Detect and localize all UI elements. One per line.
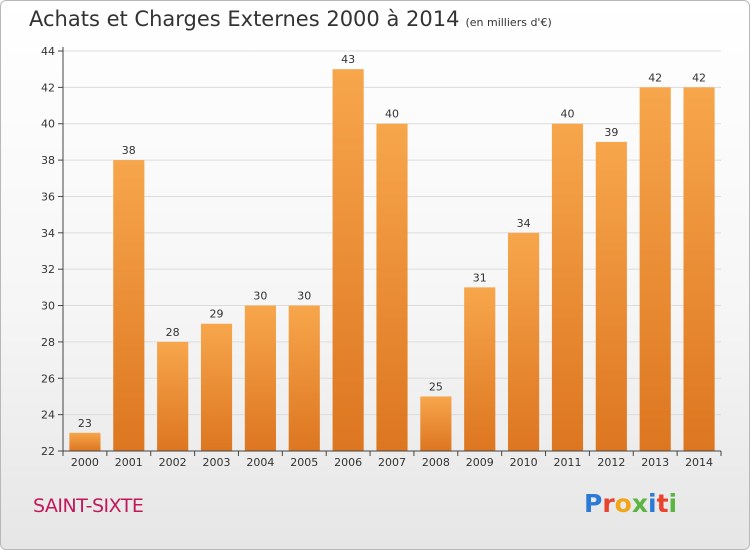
logo-letter: o	[614, 489, 632, 518]
x-tick-label: 2009	[466, 456, 494, 469]
bar	[420, 396, 452, 451]
y-tick-label: 22	[41, 445, 55, 458]
bar	[508, 232, 540, 451]
bar	[288, 305, 320, 451]
bar	[595, 141, 627, 451]
x-tick-label: 2012	[597, 456, 625, 469]
x-tick-label: 2014	[685, 456, 713, 469]
y-tick-label: 24	[41, 409, 55, 422]
data-label: 39	[604, 126, 618, 139]
x-tick-label: 2002	[159, 456, 187, 469]
logo-letter: t	[656, 489, 669, 518]
x-tick-label: 2011	[553, 456, 581, 469]
data-label: 25	[429, 380, 443, 393]
data-label: 34	[517, 217, 531, 230]
data-label: 42	[692, 71, 706, 84]
x-tick-label: 2006	[334, 456, 362, 469]
bars	[69, 69, 715, 452]
y-tick-label: 38	[41, 154, 55, 167]
logo-letter: i	[648, 489, 657, 518]
logo-letter: P	[584, 489, 603, 518]
commune-name: SAINT-SIXTE	[33, 495, 144, 517]
y-tick-label: 34	[41, 227, 55, 240]
x-tick-label: 2010	[510, 456, 538, 469]
y-tick-label: 26	[41, 372, 55, 385]
data-label: 28	[166, 326, 180, 339]
y-tick-label: 28	[41, 336, 55, 349]
x-tick-label: 2005	[290, 456, 318, 469]
bar	[464, 287, 496, 451]
data-label: 43	[341, 53, 355, 66]
data-label: 38	[122, 144, 136, 157]
data-label: 30	[297, 290, 311, 303]
bar	[551, 123, 584, 452]
logo-letter: x	[631, 489, 648, 518]
y-tick-label: 32	[41, 263, 55, 276]
data-label: 23	[78, 417, 92, 430]
x-tick-label: 2003	[203, 456, 231, 469]
y-tick-label: 40	[41, 118, 55, 131]
labels: 22 24 26 28 30 32 34 36 38 40 42 44 23 2000 38 2001 28 20…	[41, 45, 713, 469]
data-label: 30	[253, 290, 267, 303]
x-tick-label: 2013	[641, 456, 669, 469]
axes	[58, 47, 722, 456]
x-tick-label: 2000	[71, 456, 99, 469]
data-label: 42	[648, 71, 662, 84]
x-tick-label: 2007	[378, 456, 406, 469]
bar	[157, 341, 189, 451]
data-label: 40	[560, 108, 574, 121]
bar	[113, 160, 145, 451]
y-tick-label: 42	[41, 81, 55, 94]
y-tick-label: 44	[41, 45, 55, 58]
bar	[376, 123, 408, 452]
bar	[683, 87, 715, 451]
data-label: 40	[385, 108, 399, 121]
chart-title: Achats et Charges Externes 2000 à 2014 (e…	[29, 7, 552, 31]
data-label: 31	[473, 271, 487, 284]
logo-letter: i	[668, 489, 678, 518]
data-label: 29	[210, 308, 224, 321]
y-tick-label: 30	[41, 300, 55, 313]
bar	[639, 87, 671, 451]
x-tick-label: 2004	[246, 456, 274, 469]
x-tick-label: 2008	[422, 456, 450, 469]
x-tick-label: 2001	[115, 456, 143, 469]
proxiti-logo: Proxiti	[584, 489, 677, 518]
chart-title-text: Achats et Charges Externes 2000 à 2014	[29, 7, 460, 31]
y-tick-label: 36	[41, 190, 55, 203]
chart-subtitle: (en milliers d'€)	[465, 16, 552, 29]
bar	[244, 305, 276, 451]
bar	[69, 432, 101, 451]
bar	[200, 323, 233, 451]
logo-letter: r	[602, 489, 615, 518]
bar	[332, 69, 364, 451]
